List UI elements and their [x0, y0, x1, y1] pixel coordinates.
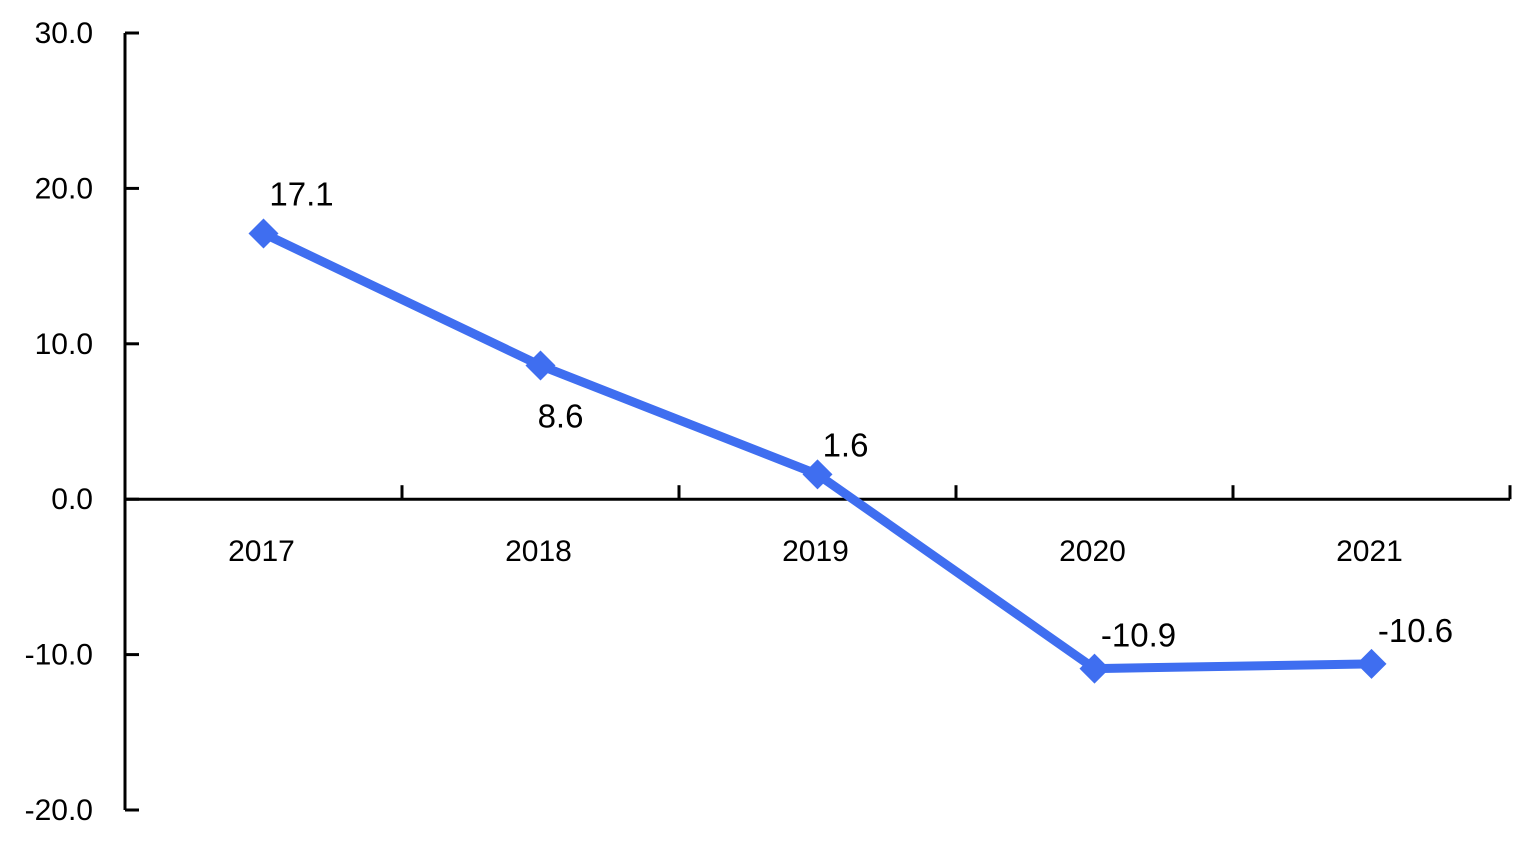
- x-tick-label: 2021: [1336, 535, 1403, 568]
- y-tick-label: 20.0: [35, 172, 93, 205]
- x-tick-label: 2018: [505, 535, 572, 568]
- data-point-marker: [525, 350, 556, 381]
- data-label: -10.6: [1378, 612, 1453, 649]
- data-point-marker: [1079, 653, 1110, 684]
- y-axis: 30.0 20.0 10.0 0.0 -10.0 -20.0: [25, 17, 139, 827]
- x-axis: 2017 2018 2019 2020 2021: [125, 485, 1512, 568]
- x-tick-label: 2020: [1059, 535, 1126, 568]
- data-point-marker: [1356, 648, 1387, 679]
- data-label: 17.1: [269, 175, 333, 212]
- y-tick-label: -10.0: [25, 639, 93, 672]
- series-line-group: [248, 218, 1387, 684]
- y-tick-label: -20.0: [25, 794, 93, 827]
- x-tick-label: 2017: [228, 535, 295, 568]
- data-label-group: 17.1 8.6 1.6 -10.9 -10.6: [269, 175, 1453, 653]
- y-tick-label: 10.0: [35, 328, 93, 361]
- data-point-marker: [248, 218, 279, 249]
- data-label: 8.6: [538, 398, 584, 435]
- data-label: 1.6: [823, 426, 869, 463]
- series-line: [261, 229, 1372, 674]
- y-tick-label: 30.0: [35, 17, 93, 50]
- y-tick-label: 0.0: [51, 483, 93, 516]
- data-point-marker: [802, 459, 833, 490]
- x-tick-label: 2019: [782, 535, 849, 568]
- data-label: -10.9: [1101, 617, 1176, 654]
